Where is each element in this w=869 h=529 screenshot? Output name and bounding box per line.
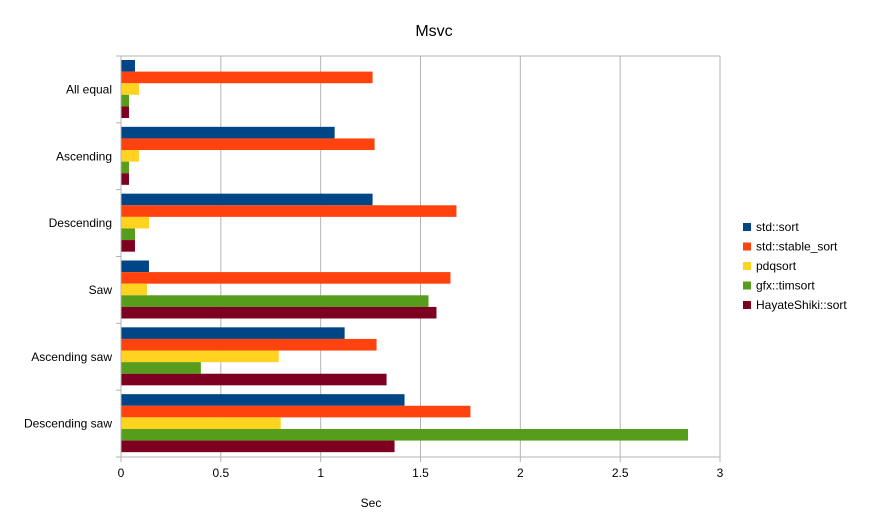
bar	[121, 350, 279, 363]
bar	[121, 417, 281, 429]
grid-lines	[121, 55, 721, 457]
bar	[121, 338, 377, 351]
bar	[121, 83, 139, 95]
bar	[121, 272, 451, 284]
legend-swatch	[743, 262, 751, 270]
bar	[121, 373, 387, 386]
bar	[121, 216, 149, 229]
x-tick-label: 3	[717, 466, 724, 480]
legend-label: gfx::timsort	[756, 279, 815, 293]
x-axis-label: Sec	[361, 496, 382, 510]
bar	[121, 240, 135, 252]
bar	[121, 150, 139, 162]
legend-swatch	[743, 281, 751, 290]
legend-swatch	[743, 223, 751, 231]
bar	[121, 295, 429, 307]
bar	[121, 394, 405, 406]
bars	[121, 60, 689, 453]
bar	[121, 228, 135, 241]
category-label: Ascending saw	[31, 350, 112, 364]
bar	[121, 306, 437, 319]
chart-title: Msvc	[415, 23, 452, 40]
x-tick-label: 0.5	[212, 466, 229, 480]
bar	[121, 283, 147, 296]
legend-label: std::sort	[756, 220, 799, 234]
bar	[121, 106, 129, 118]
bar	[121, 428, 689, 441]
bar	[121, 362, 201, 374]
x-tick-label: 1.5	[412, 466, 429, 480]
bar	[121, 205, 457, 217]
bar	[121, 60, 135, 72]
bar	[121, 161, 129, 174]
bar	[121, 260, 149, 273]
bar	[121, 71, 373, 84]
bar	[121, 405, 471, 418]
category-label: All equal	[66, 82, 112, 96]
legend-label: HayateShiki::sort	[756, 298, 847, 312]
category-labels: All equal Ascending Descending Saw Ascending…	[24, 82, 112, 430]
x-tick-label: 0	[118, 466, 125, 480]
bar	[121, 440, 395, 453]
x-tick-label: 2	[517, 466, 524, 480]
category-label: Descending saw	[24, 417, 112, 431]
category-label: Saw	[89, 283, 113, 297]
legend-label: std::stable_sort	[756, 240, 838, 254]
x-tick-label: 2.5	[612, 466, 629, 480]
bar	[121, 193, 373, 206]
legend-label: pdqsort	[756, 259, 797, 273]
legend-swatch	[743, 242, 751, 251]
legend: std::sortstd::stable_sortpdqsortgfx::tim…	[743, 220, 847, 312]
category-label: Descending	[49, 216, 112, 230]
bar	[121, 126, 335, 139]
x-tick-labels: 0 0.5 1 1.5 2 2.5 3	[118, 466, 724, 480]
axes	[116, 55, 721, 462]
bar	[121, 173, 129, 185]
bar	[121, 138, 375, 151]
legend-swatch	[743, 301, 751, 309]
x-tick-label: 1	[317, 466, 324, 480]
category-label: Ascending	[56, 149, 112, 163]
bar	[121, 327, 345, 339]
bar	[121, 94, 129, 107]
